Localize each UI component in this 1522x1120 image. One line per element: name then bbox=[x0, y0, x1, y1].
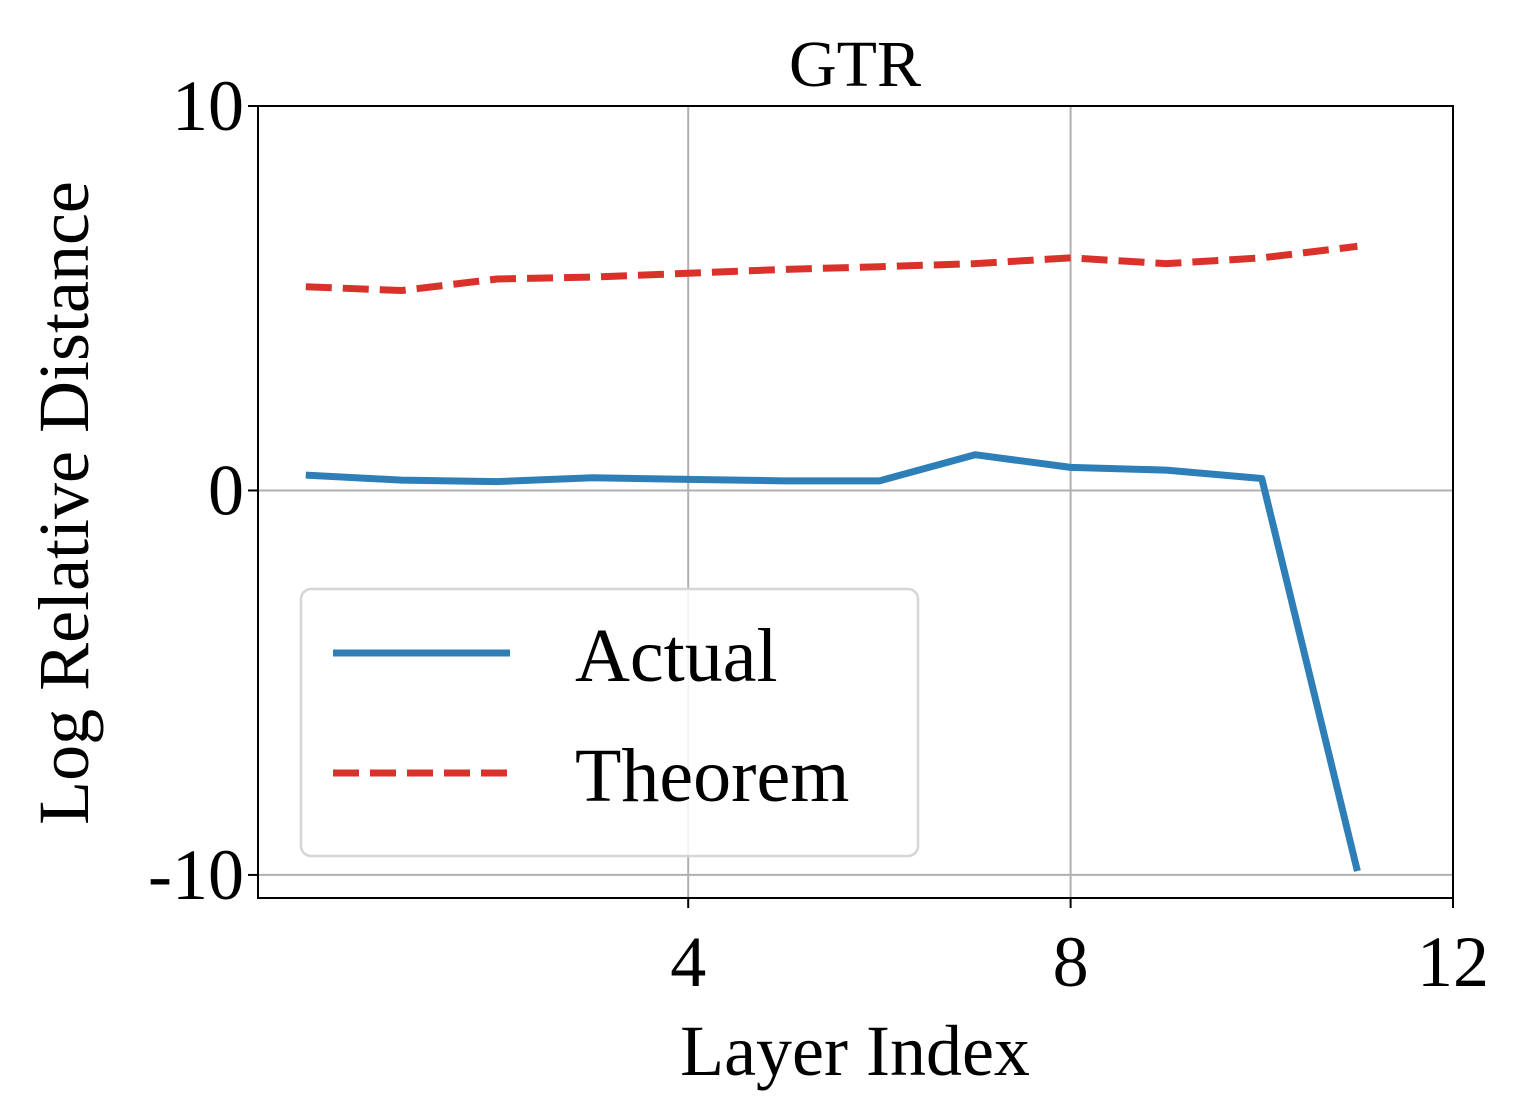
series-lines bbox=[305, 242, 1361, 872]
chart-title: GTR bbox=[789, 28, 921, 101]
series-line-theorem bbox=[305, 242, 1358, 295]
x-tick-label: 12 bbox=[1417, 922, 1489, 1002]
y-tick-label: 0 bbox=[208, 450, 244, 530]
y-tick-label: -10 bbox=[148, 835, 244, 915]
legend: Actual Theorem bbox=[299, 587, 920, 858]
legend-label-actual: Actual bbox=[575, 614, 778, 698]
x-tick-label: 4 bbox=[670, 922, 706, 1002]
series-line-actual bbox=[305, 451, 1361, 872]
axis-ticks: 4 8 12 -10 0 10 bbox=[148, 66, 1489, 1002]
y-tick-label: 10 bbox=[172, 66, 244, 146]
x-tick-label: 8 bbox=[1053, 922, 1089, 1002]
plot-frame bbox=[257, 105, 1454, 899]
y-axis-label: Log Relative Distance bbox=[24, 181, 104, 825]
legend-label-theorem: Theorem bbox=[575, 734, 849, 818]
x-axis-label: Layer Index bbox=[680, 1011, 1030, 1091]
